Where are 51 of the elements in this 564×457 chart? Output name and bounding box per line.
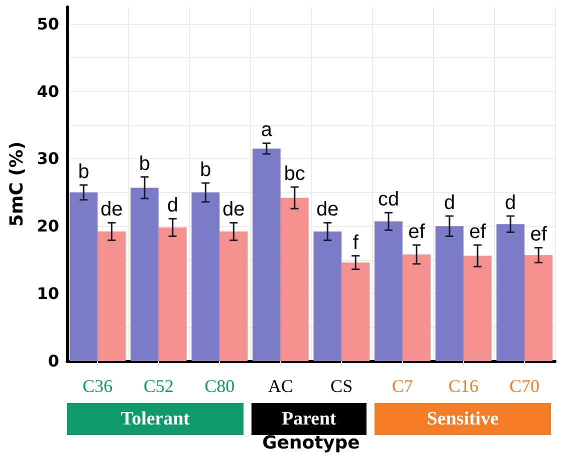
bar bbox=[314, 232, 342, 361]
data-label: d bbox=[444, 192, 456, 214]
x-axis-title: Genotype bbox=[262, 432, 360, 454]
data-label: ef bbox=[530, 224, 548, 246]
bar bbox=[464, 256, 492, 361]
bar bbox=[374, 221, 403, 361]
bar bbox=[496, 224, 525, 361]
bar bbox=[402, 254, 431, 361]
data-label: de bbox=[316, 198, 339, 221]
data-label: de bbox=[100, 198, 123, 221]
bar bbox=[70, 192, 98, 361]
y-tick-label: 20 bbox=[36, 216, 60, 236]
bar bbox=[130, 188, 159, 361]
data-label: cd bbox=[378, 188, 400, 211]
x-tick-label: AC bbox=[268, 376, 294, 396]
bar bbox=[220, 232, 248, 361]
data-label: ef bbox=[408, 220, 426, 243]
bar bbox=[98, 232, 126, 361]
x-tick-label: C36 bbox=[82, 376, 113, 396]
data-label: bc bbox=[284, 162, 306, 185]
x-tick-label: C52 bbox=[144, 376, 174, 396]
y-tick-label: 50 bbox=[36, 14, 60, 34]
y-axis-title: 5mC (%) bbox=[6, 141, 28, 227]
text: Sensitive bbox=[426, 408, 499, 430]
y-tick-label: 30 bbox=[36, 149, 60, 168]
data-label: d bbox=[167, 194, 178, 217]
bar bbox=[435, 226, 464, 361]
text: Tolerant bbox=[120, 408, 190, 430]
data-label: f bbox=[352, 232, 359, 254]
data-label: b bbox=[139, 152, 150, 175]
bar bbox=[342, 262, 370, 361]
data-label: ef bbox=[469, 220, 486, 243]
x-tick-label: C7 bbox=[392, 376, 414, 396]
x-tick-label: C16 bbox=[448, 376, 479, 396]
data-label: b bbox=[78, 160, 90, 183]
data-label: b bbox=[200, 158, 212, 181]
bar bbox=[280, 198, 309, 361]
data-label: de bbox=[222, 198, 245, 221]
y-tick-label: 40 bbox=[36, 82, 60, 101]
bar bbox=[158, 227, 187, 361]
text: Parent bbox=[282, 408, 337, 430]
bar bbox=[192, 192, 220, 361]
x-tick-label: C80 bbox=[204, 376, 235, 396]
x-tick-label: C70 bbox=[510, 376, 540, 396]
bar bbox=[524, 255, 553, 361]
data-label: d bbox=[504, 192, 516, 214]
y-tick-label: 10 bbox=[36, 284, 60, 304]
bar bbox=[252, 148, 281, 361]
data-label: a bbox=[261, 119, 274, 142]
x-tick-label: CS bbox=[330, 376, 353, 396]
y-tick-label: 0 bbox=[48, 352, 60, 370]
